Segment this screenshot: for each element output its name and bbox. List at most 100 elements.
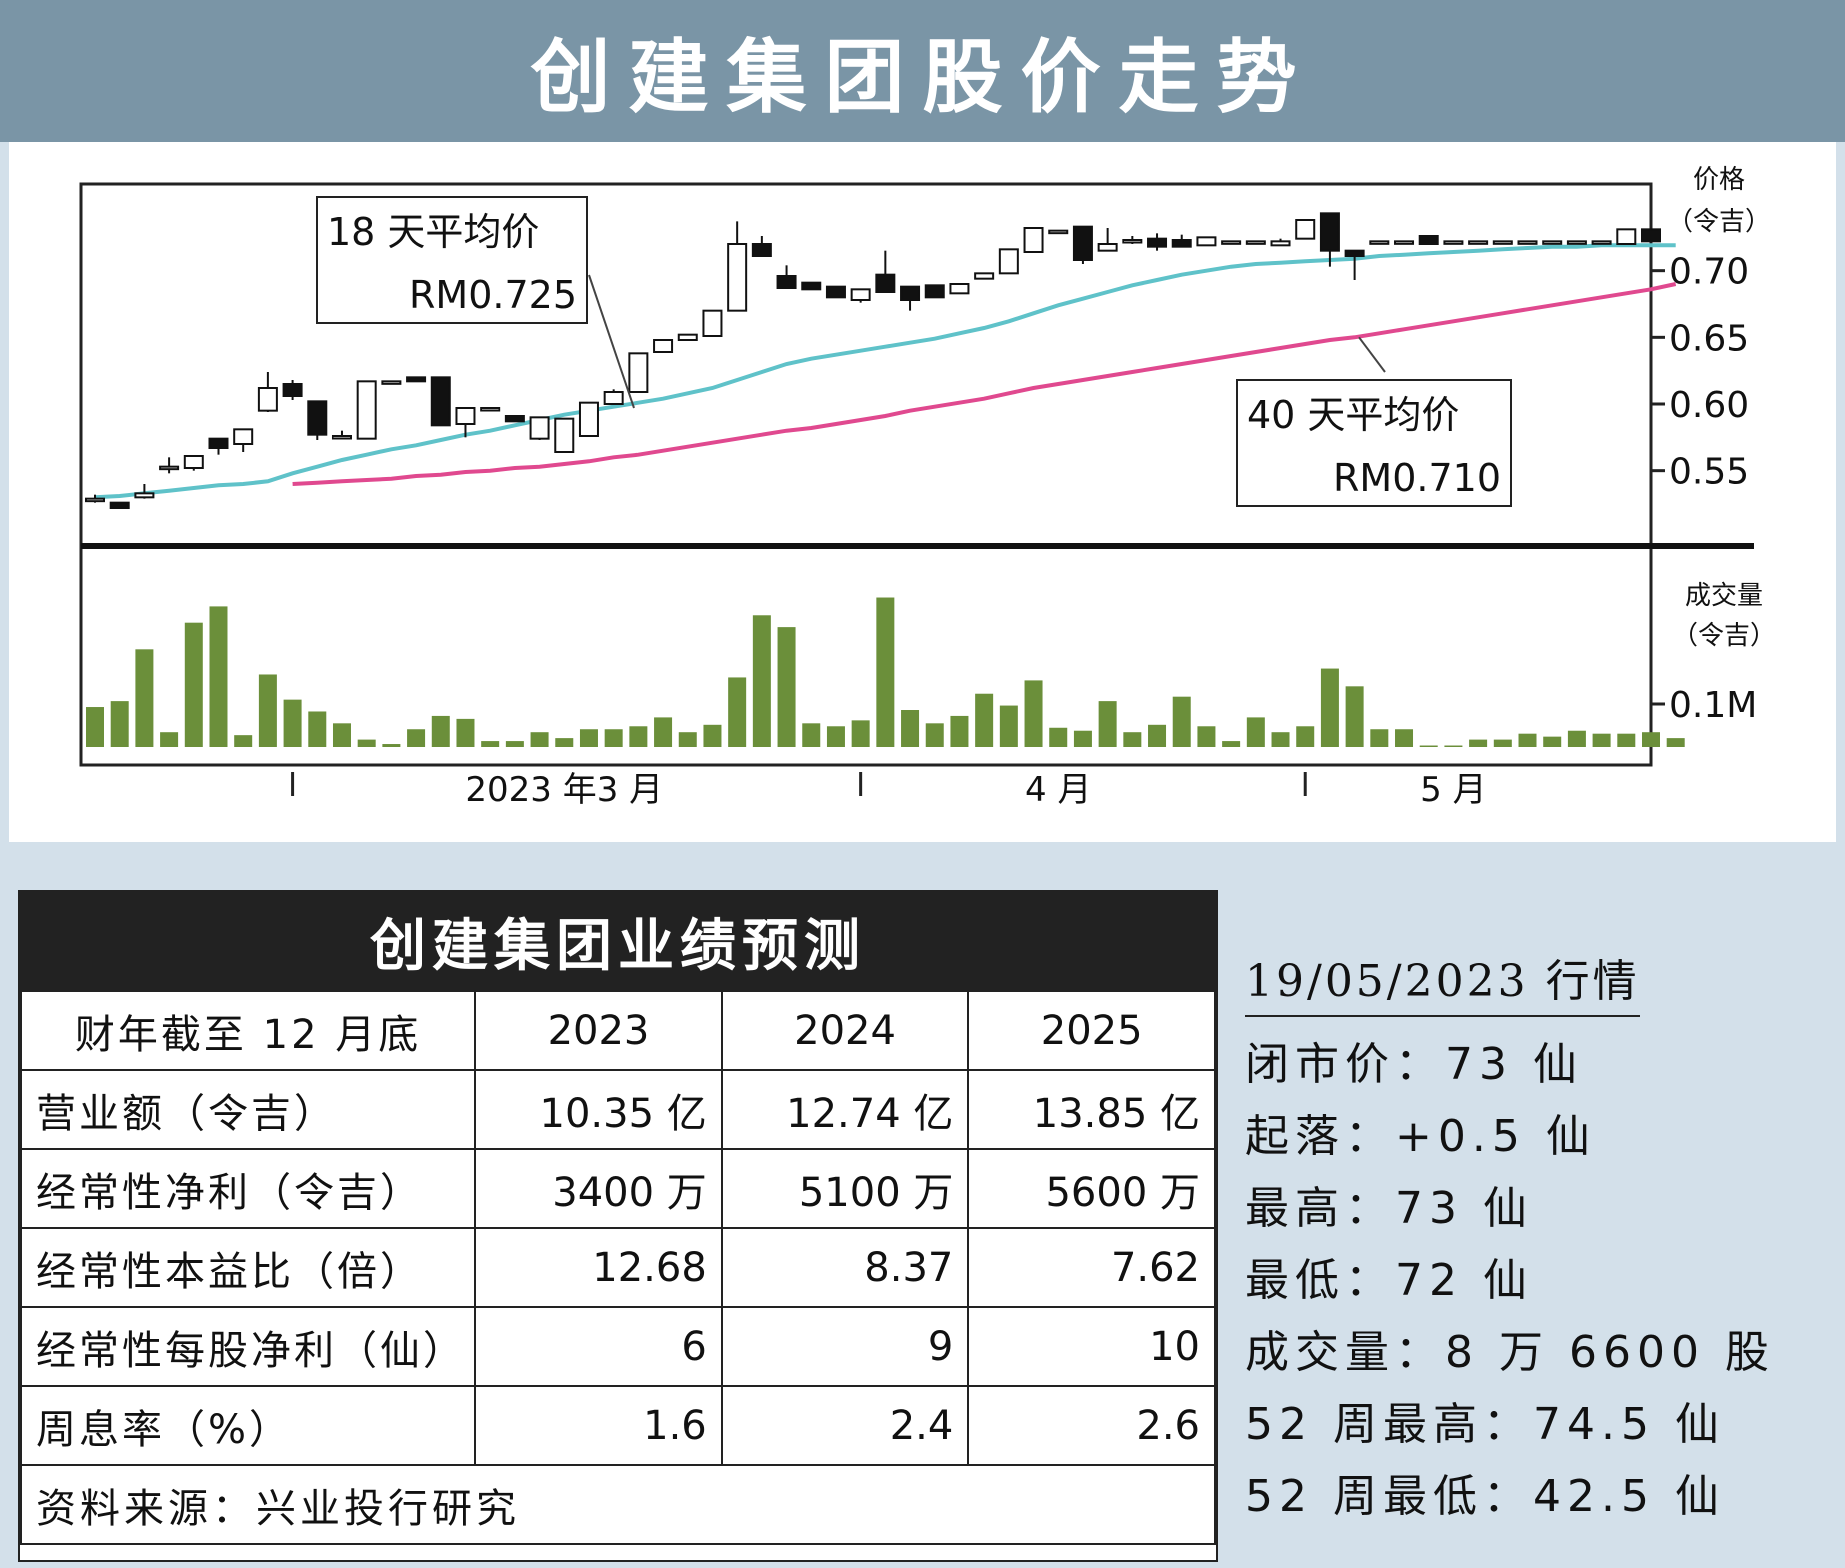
- candle-body: [480, 407, 501, 412]
- stock-chart: 0.70 0.65 0.60 0.55 价格 （令吉） 0.1M 成交量 （令吉） 18 天平均价…: [79, 165, 1776, 810]
- volume-bar: [876, 597, 895, 747]
- volume-bar: [802, 723, 821, 747]
- x-axis-label: 4 月: [1025, 770, 1091, 810]
- cell-value: 13.85 亿: [967, 1069, 1216, 1150]
- volume-bar: [1617, 733, 1636, 747]
- market-row-close: 闭市价：73 仙: [1245, 1039, 1583, 1090]
- candle-body: [924, 284, 945, 299]
- market-row-52w-low: 52 周最低：42.5 仙: [1245, 1471, 1725, 1522]
- row-label: 经常性净利（令吉）: [19, 1148, 477, 1229]
- candle-body: [974, 272, 995, 280]
- volume-bar: [258, 674, 277, 747]
- volume-bar: [826, 726, 845, 747]
- candle-body: [554, 417, 575, 453]
- price-tick-label: 0.60: [1669, 385, 1749, 426]
- cell-value: 8.37: [720, 1227, 970, 1308]
- volume-bar: [1024, 680, 1043, 747]
- volume-bar: [456, 718, 475, 747]
- volume-bar: [530, 732, 549, 747]
- volume-bar: [1518, 733, 1537, 747]
- candle-body: [1122, 239, 1143, 244]
- volume-bar: [1049, 727, 1068, 747]
- candle-body: [1048, 229, 1069, 235]
- candle-body: [776, 275, 797, 289]
- cell-value: 10.35 亿: [474, 1069, 723, 1150]
- stock-chart-panel: 0.70 0.65 0.60 0.55 价格 （令吉） 0.1M 成交量 （令吉） 18 天平均价…: [9, 142, 1836, 842]
- candle-body: [1616, 228, 1637, 246]
- candle-body: [85, 497, 105, 503]
- candle-body: [1023, 227, 1044, 253]
- candle-body: [282, 383, 303, 397]
- candle-body: [677, 333, 698, 342]
- row-label: 经常性本益比（倍）: [19, 1227, 477, 1308]
- volume-bar: [184, 622, 203, 747]
- volume-bar: [1345, 686, 1364, 747]
- volume-bar: [1370, 729, 1389, 747]
- annotation-box: [316, 196, 588, 324]
- market-date: 19/05/2023 行情: [1245, 945, 1640, 1017]
- volume-bar: [382, 744, 401, 747]
- candle-body: [208, 437, 229, 449]
- table-row: 经常性净利（令吉） 3400 万 5100 万 5600 万: [19, 1148, 1216, 1229]
- volume-bar: [160, 732, 179, 747]
- cell-value: 3400 万: [474, 1148, 723, 1229]
- market-row-change: 起落：+0.5 仙: [1245, 1111, 1596, 1162]
- candle-body: [628, 352, 649, 393]
- forecast-grid: 财年截至 12 月底 2023 2024 2025 营业额（令吉） 10.35 …: [19, 990, 1216, 1545]
- forecast-table-title: 创建集团业绩预测: [20, 892, 1216, 990]
- candle-body: [1295, 219, 1316, 240]
- volume-bar: [332, 723, 351, 747]
- volume-bar: [975, 693, 994, 747]
- table-row: 经常性每股净利（仙） 6 9 10: [19, 1306, 1216, 1387]
- volume-bar: [851, 720, 870, 747]
- candle-body: [1492, 240, 1513, 245]
- volume-bar: [925, 723, 944, 747]
- volume-axis-unit: （令吉）: [1672, 621, 1776, 651]
- row-label: 营业额（令吉）: [19, 1069, 477, 1150]
- volume-bar: [777, 627, 796, 747]
- price-axis-label: 价格: [1693, 165, 1745, 195]
- header-year-2023: 2023: [474, 990, 723, 1071]
- candle-body: [1591, 240, 1612, 245]
- candle-body: [257, 387, 278, 412]
- moving-average-line: [292, 282, 1677, 486]
- candle-body: [1097, 243, 1118, 252]
- price-tick-label: 0.65: [1669, 318, 1749, 359]
- candle-body: [1319, 212, 1340, 252]
- candle-body: [307, 400, 328, 436]
- candle-body: [529, 416, 550, 440]
- cell-value: 10: [967, 1306, 1216, 1387]
- candle-body: [159, 465, 180, 471]
- candle-body: [825, 285, 846, 299]
- volume-tick-label: 0.1M: [1669, 685, 1757, 726]
- annotation-value: RM0.710: [1333, 456, 1501, 500]
- candle-body: [1270, 240, 1291, 247]
- volume-bar: [407, 729, 426, 747]
- row-label: 周息率（%）: [19, 1385, 477, 1466]
- header-label: 财年截至 12 月底: [19, 990, 477, 1071]
- candle-body: [727, 243, 748, 312]
- candle-body: [1443, 240, 1464, 245]
- volume-bar: [209, 606, 228, 747]
- volume-bar: [431, 715, 450, 747]
- market-label: 52 周最低: [1245, 1471, 1483, 1522]
- header-year-2024: 2024: [720, 990, 970, 1071]
- candle-body: [949, 283, 970, 295]
- market-row-high: 最高：73 仙: [1245, 1183, 1533, 1234]
- candle-body: [801, 281, 822, 291]
- volume-bar: [135, 649, 154, 747]
- candle-body: [1566, 240, 1587, 245]
- candle-body: [1369, 240, 1390, 245]
- market-row-volume: 成交量：8 万 6600 股: [1245, 1327, 1775, 1378]
- volume-bar: [110, 701, 129, 747]
- market-label: 52 周最高: [1245, 1399, 1483, 1450]
- market-value: 72 仙: [1395, 1255, 1533, 1306]
- volume-bar: [999, 705, 1018, 747]
- market-label: 最高: [1245, 1183, 1345, 1234]
- cell-value: 5600 万: [967, 1148, 1216, 1229]
- candle-body: [1418, 235, 1439, 245]
- candle-body: [1196, 236, 1217, 247]
- volume-bar: [1123, 732, 1142, 747]
- annotation-leader: [1358, 336, 1386, 373]
- candle-body: [183, 455, 204, 469]
